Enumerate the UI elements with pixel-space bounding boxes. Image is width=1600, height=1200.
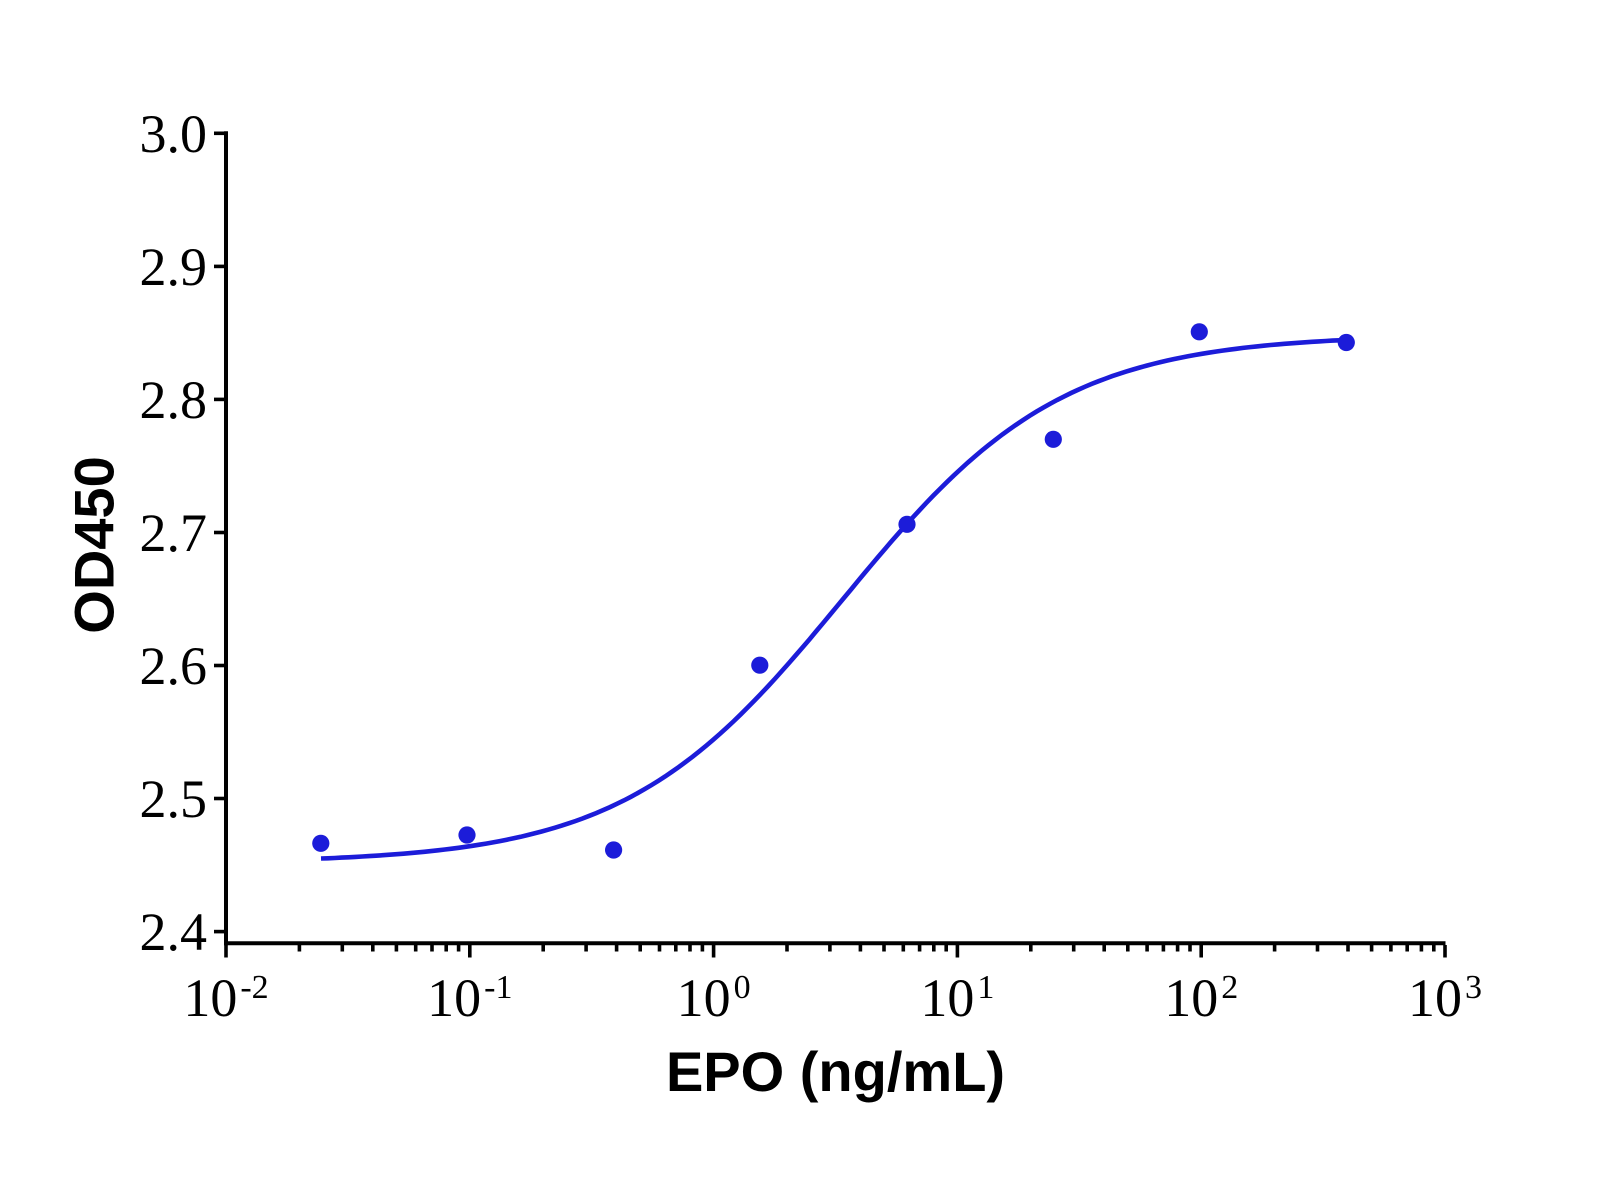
svg-text:EPO (ng/mL): EPO (ng/mL) — [666, 1040, 1005, 1103]
svg-text:2.8: 2.8 — [140, 370, 208, 430]
svg-text:2.6: 2.6 — [140, 636, 208, 696]
svg-text:10-2: 10-2 — [183, 968, 268, 1028]
svg-text:OD450: OD450 — [63, 456, 126, 633]
svg-text:2.9: 2.9 — [140, 237, 208, 297]
svg-text:3.0: 3.0 — [140, 104, 208, 164]
svg-text:2.5: 2.5 — [140, 769, 208, 829]
svg-text:2.4: 2.4 — [140, 902, 208, 962]
svg-text:2.7: 2.7 — [140, 503, 208, 563]
